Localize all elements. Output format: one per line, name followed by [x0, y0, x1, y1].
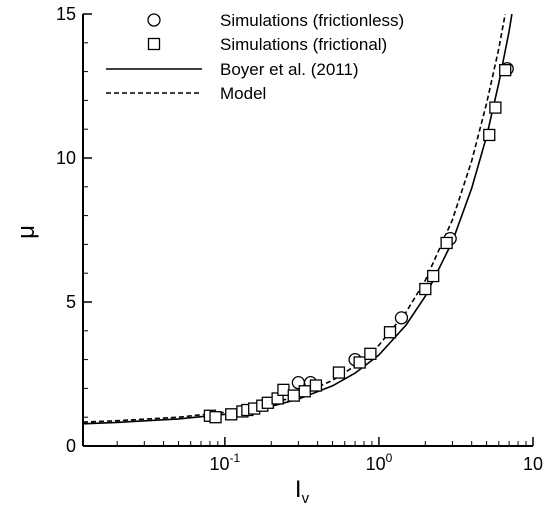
x-ticks: 10-1 100 10 — [116, 437, 543, 474]
y-tick-label: 0 — [66, 436, 76, 456]
legend-label: Boyer et al. (2011) — [220, 60, 359, 79]
frictional-point — [499, 64, 512, 77]
x-tick-label: 10-1 — [210, 451, 241, 474]
x-tick-label: 10 — [523, 454, 543, 474]
legend: Simulations (frictionless) Simulations (f… — [106, 11, 404, 103]
frictional-point — [483, 128, 496, 142]
y-tick-label: 5 — [66, 292, 76, 312]
frictional-point — [332, 366, 346, 379]
frictionless-point — [394, 311, 409, 325]
x-axis-title-subscript: v — [302, 490, 310, 507]
markers — [203, 62, 514, 424]
x-tick-label-base: 10 — [210, 454, 230, 474]
frictional-point — [427, 269, 440, 283]
x-tick-label-exponent: -1 — [230, 451, 241, 465]
frictional-point — [383, 326, 397, 339]
y-ticks: 0 5 10 15 — [56, 4, 92, 456]
frictional-point — [489, 101, 502, 114]
frictional-point — [364, 347, 377, 360]
frictional-point — [353, 356, 366, 369]
x-tick-label-exponent: 0 — [386, 451, 393, 465]
x-axis-title: Iv — [295, 476, 310, 507]
frictional-point — [298, 385, 311, 398]
legend-label: Model — [220, 84, 266, 103]
y-tick-label: 10 — [56, 148, 76, 168]
frictional-point — [419, 282, 432, 296]
frictional-point — [277, 383, 290, 396]
legend-label: Simulations (frictional) — [220, 35, 387, 54]
x-tick-label-base: 10 — [523, 454, 543, 474]
frictional-point — [225, 408, 238, 421]
frictional-point — [309, 379, 323, 392]
legend-label: Simulations (frictionless) — [220, 11, 404, 30]
y-tick-label: 15 — [56, 4, 76, 24]
y-axis-title: μ — [13, 225, 40, 239]
x-tick-label-base: 10 — [366, 454, 386, 474]
legend-circle-marker — [147, 13, 161, 27]
x-tick-label: 100 — [366, 451, 393, 474]
legend-square-marker — [147, 37, 161, 51]
frictional-point — [440, 236, 453, 250]
x-axis-title-main: I — [295, 476, 302, 503]
frictional-point — [287, 389, 300, 402]
frictional-point — [209, 411, 222, 424]
